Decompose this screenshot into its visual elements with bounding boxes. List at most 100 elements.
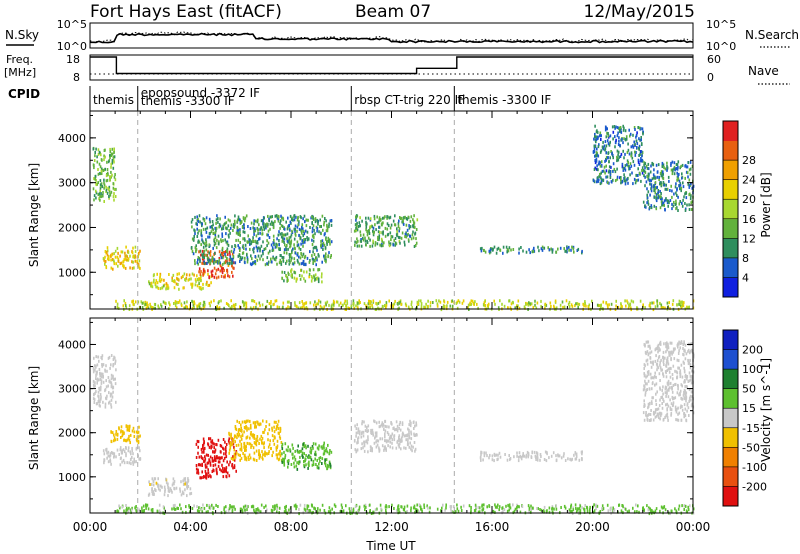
echo-cell — [579, 509, 582, 513]
echo-cell — [381, 216, 384, 220]
echo-cell — [607, 306, 609, 310]
echo-cell — [301, 305, 304, 309]
echo-cell — [234, 425, 237, 428]
echo-cell — [97, 152, 100, 156]
echo-cell — [523, 305, 526, 309]
echo-cell — [274, 214, 277, 218]
echo-cell — [222, 256, 224, 260]
echo-cell — [297, 306, 300, 310]
echo-cell — [662, 356, 664, 359]
echo-cell — [225, 505, 227, 509]
echo-cell — [104, 368, 106, 372]
echo-cell — [93, 198, 95, 202]
echo-cell — [224, 259, 227, 263]
echo-cell — [171, 276, 173, 280]
echo-cell — [650, 204, 653, 208]
echo-cell — [195, 222, 197, 226]
echo-cell — [144, 300, 147, 304]
echo-cell — [605, 175, 607, 179]
echo-cell — [216, 238, 218, 242]
echo-cell — [584, 504, 586, 507]
echo-cell — [325, 260, 327, 264]
echo-cell — [340, 503, 343, 507]
echo-cell — [363, 443, 366, 447]
echo-cell — [381, 223, 383, 227]
echo-cell — [237, 231, 239, 235]
echo-cell — [298, 507, 300, 511]
echo-cell — [400, 436, 403, 440]
echo-cell — [580, 450, 583, 454]
echo-cell — [201, 239, 204, 243]
echo-cell — [645, 375, 647, 379]
echo-cell — [681, 163, 684, 167]
echo-cell — [563, 504, 566, 508]
echo-cell — [230, 505, 232, 509]
echo-cell — [375, 434, 378, 438]
echo-cell — [109, 380, 111, 384]
echo-cell — [311, 222, 313, 225]
echo-cell — [358, 221, 361, 225]
echo-cell — [407, 232, 409, 236]
echo-cell — [456, 306, 459, 310]
echo-cell — [615, 140, 617, 144]
echo-cell — [672, 377, 674, 381]
echo-cell — [516, 454, 518, 458]
echo-cell — [359, 224, 361, 228]
echo-cell — [253, 433, 256, 437]
echo-cell — [197, 471, 200, 475]
echo-cell — [271, 426, 273, 430]
echo-cell — [129, 450, 131, 454]
echo-cell — [294, 224, 297, 228]
echo-cell — [301, 451, 304, 455]
echo-cell — [216, 455, 218, 458]
echo-cell — [632, 300, 635, 304]
echo-cell — [260, 226, 262, 230]
echo-cell — [660, 305, 663, 309]
echo-cell — [121, 430, 124, 434]
echo-cell — [138, 265, 140, 269]
echo-cell — [154, 487, 156, 491]
echo-cell — [272, 221, 274, 225]
echo-cell — [688, 379, 691, 383]
echo-cell — [363, 504, 366, 508]
echo-cell — [218, 257, 221, 260]
echo-cell — [313, 278, 316, 282]
echo-cell — [310, 279, 313, 283]
echo-cell — [95, 355, 97, 359]
echo-cell — [182, 286, 184, 290]
echo-cell — [439, 300, 442, 304]
echo-cell — [679, 372, 681, 376]
echo-cell — [673, 200, 675, 204]
echo-cell — [655, 375, 657, 379]
echo-cell — [224, 252, 226, 256]
echo-cell — [628, 167, 630, 171]
echo-cell — [286, 237, 288, 241]
echo-cell — [288, 253, 291, 256]
echo-cell — [660, 368, 662, 372]
echo-cell — [338, 303, 340, 307]
echo-cell — [99, 165, 102, 169]
echo-cell — [636, 146, 638, 149]
echo-cell — [226, 269, 228, 272]
echo-cell — [683, 388, 686, 392]
echo-cell — [309, 226, 311, 229]
echo-cell — [321, 457, 324, 461]
echo-cell — [666, 301, 669, 305]
echo-cell — [219, 261, 221, 265]
echo-cell — [142, 509, 144, 513]
echo-cell — [321, 272, 323, 276]
echo-cell — [260, 219, 263, 223]
echo-cell — [318, 254, 320, 258]
echo-cell — [325, 237, 327, 241]
echo-cell — [320, 232, 322, 236]
echo-cell — [548, 506, 551, 510]
echo-cell — [371, 306, 374, 310]
echo-cell — [369, 217, 372, 221]
echo-cell — [233, 458, 236, 462]
echo-cell — [147, 493, 150, 497]
echo-cell — [316, 220, 319, 224]
echo-cell — [510, 302, 513, 306]
echo-cell — [659, 206, 662, 210]
echo-cell — [669, 386, 671, 390]
freq-tick-top: 18 — [66, 53, 80, 66]
